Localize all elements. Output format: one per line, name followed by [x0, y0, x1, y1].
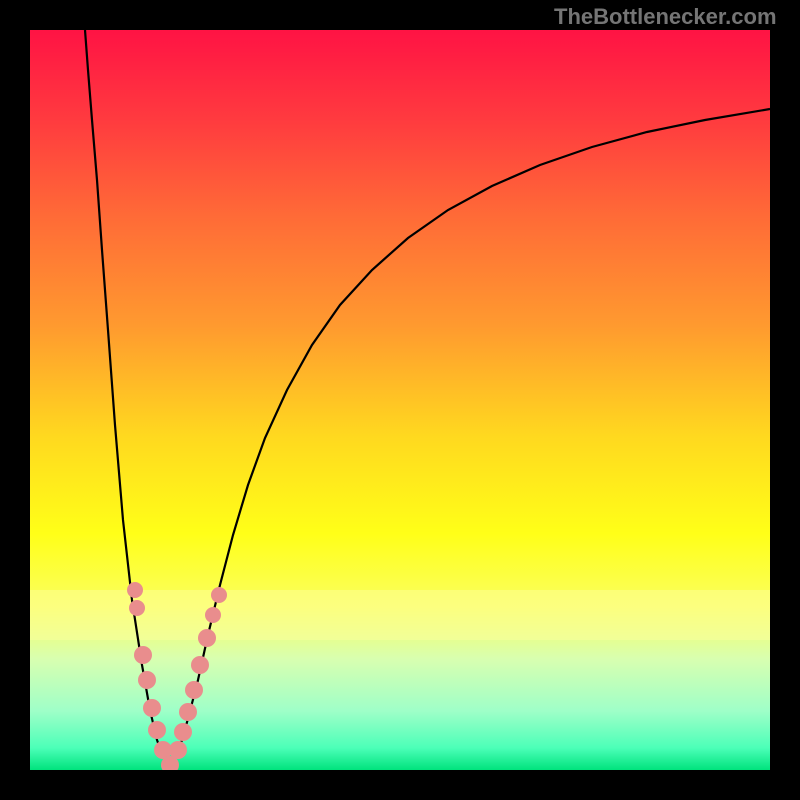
data-marker	[179, 703, 197, 721]
pale-yellow-band	[30, 590, 770, 640]
data-marker	[205, 607, 221, 623]
data-marker	[134, 646, 152, 664]
data-marker	[191, 656, 209, 674]
data-marker	[169, 741, 187, 759]
data-marker	[148, 721, 166, 739]
data-marker	[185, 681, 203, 699]
source-watermark: TheBottlenecker.com	[554, 4, 777, 30]
data-marker	[143, 699, 161, 717]
data-marker	[211, 587, 227, 603]
bottleneck-chart-svg	[30, 30, 770, 770]
chart-container: TheBottlenecker.com	[0, 0, 800, 800]
data-marker	[198, 629, 216, 647]
chart-plot-area	[30, 30, 770, 770]
data-marker	[129, 600, 145, 616]
data-marker	[174, 723, 192, 741]
data-marker	[127, 582, 143, 598]
data-marker	[138, 671, 156, 689]
